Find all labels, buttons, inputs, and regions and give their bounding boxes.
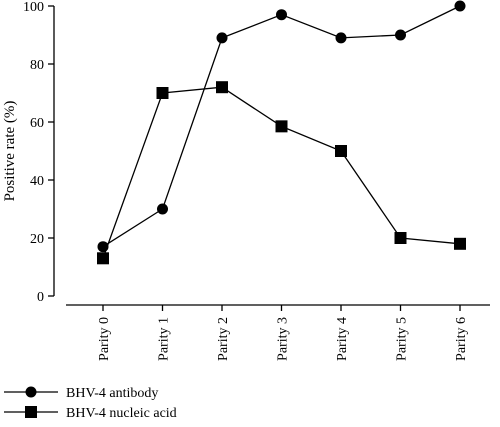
y-tick-label: 40 xyxy=(30,174,44,189)
data-point-series-2 xyxy=(156,87,169,99)
legend-label-1: BHV-4 antibody xyxy=(66,386,158,401)
legend-marker-2 xyxy=(25,406,37,418)
data-point-series-1 xyxy=(454,0,466,12)
y-tick-label: 60 xyxy=(30,116,44,131)
data-point-series-2 xyxy=(454,237,466,250)
data-point-series-2 xyxy=(216,81,228,94)
x-tick-label: Parity 0 xyxy=(97,317,112,361)
y-axis-title: Positive rate (%) xyxy=(2,101,18,202)
axes: 0 20 40 60 80 100 Parity 0 Parity 1 Parity 2 Pari… xyxy=(23,0,490,361)
x-tick-label: Parity 1 xyxy=(157,317,172,361)
legend-label-2: BHV-4 nucleic acid xyxy=(66,406,177,421)
legend: BHV-4 antibody BHV-4 nucleic acid xyxy=(4,386,177,421)
data-point-series-1 xyxy=(335,32,347,44)
data-point-series-2 xyxy=(97,252,109,265)
data-point-series-2 xyxy=(394,232,407,244)
y-tick-label: 100 xyxy=(23,0,44,15)
data-point-series-2 xyxy=(335,145,347,157)
y-tick-label: 0 xyxy=(37,290,44,305)
data-point-series-1 xyxy=(216,32,228,44)
x-tick-label: Parity 3 xyxy=(276,317,291,361)
x-tick-label: Parity 2 xyxy=(216,317,231,361)
data-point-series-1 xyxy=(97,241,109,253)
data-point-series-1 xyxy=(157,203,168,215)
x-tick-label: Parity 4 xyxy=(335,317,350,361)
data-point-series-1 xyxy=(395,29,406,41)
data-point-series-2 xyxy=(275,120,288,133)
y-tick-label: 80 xyxy=(30,58,44,73)
x-tick-label: Parity 5 xyxy=(395,317,410,361)
y-tick-label: 20 xyxy=(30,232,44,247)
legend-marker-1 xyxy=(25,386,37,398)
data-point-series-1 xyxy=(276,9,287,21)
x-tick-label: Parity 6 xyxy=(454,317,469,361)
series-markers xyxy=(97,0,466,265)
